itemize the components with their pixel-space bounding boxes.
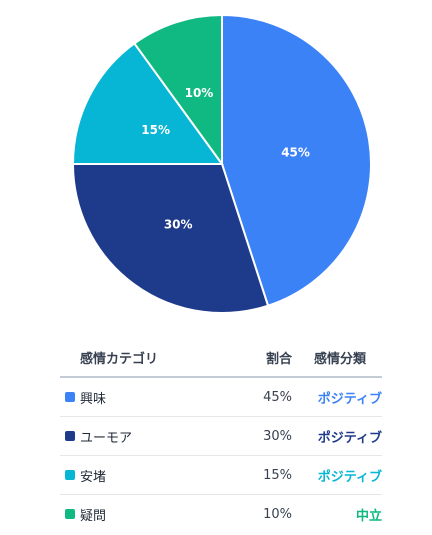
table-row: 疑問 10% 中立 — [60, 495, 382, 533]
row-classification: ポジティブ — [317, 391, 382, 407]
table-row: 興味 45% ポジティブ — [60, 378, 382, 417]
pie-slice-label-1: 30% — [164, 217, 193, 231]
pie-slice-label-0: 45% — [281, 145, 310, 159]
pie-slice-label-2: 15% — [141, 123, 170, 137]
pie-slice-2 — [71, 42, 224, 165]
table-row: 安堵 15% ポジティブ — [60, 456, 382, 495]
header-ratio: 割合 — [265, 351, 292, 367]
header-classification: 感情分類 — [313, 351, 366, 367]
emotion-table: 感情カテゴリ 割合 感情分類 興味 45% ポジティブ ユーモア 30% ポジテ… — [60, 338, 382, 533]
row-ratio: 10% — [263, 506, 292, 522]
pie-slice-0 — [221, 13, 372, 307]
row-category: 安堵 — [80, 469, 107, 485]
row-category: ユーモア — [80, 430, 133, 446]
row-ratio: 30% — [263, 428, 292, 444]
row-classification: ポジティブ — [317, 469, 382, 485]
row-ratio: 45% — [263, 389, 292, 405]
header-category: 感情カテゴリ — [80, 351, 159, 367]
pie-slice-1 — [71, 163, 270, 314]
pie-slice-3 — [133, 13, 223, 168]
row-category: 疑問 — [80, 508, 107, 524]
legend-swatch — [65, 431, 75, 441]
row-classification: ポジティブ — [317, 430, 382, 446]
row-ratio: 15% — [263, 467, 292, 483]
table-row: ユーモア 30% ポジティブ — [60, 417, 382, 456]
legend-swatch — [65, 470, 75, 480]
row-classification: 中立 — [355, 508, 382, 524]
table-header: 感情カテゴリ 割合 感情分類 — [60, 338, 382, 378]
legend-swatch — [65, 392, 75, 402]
row-category: 興味 — [80, 391, 107, 407]
pie-chart: 45% 30% 15% 10% — [71, 13, 372, 314]
legend-swatch — [65, 509, 75, 519]
pie-slice-label-3: 10% — [185, 86, 214, 100]
